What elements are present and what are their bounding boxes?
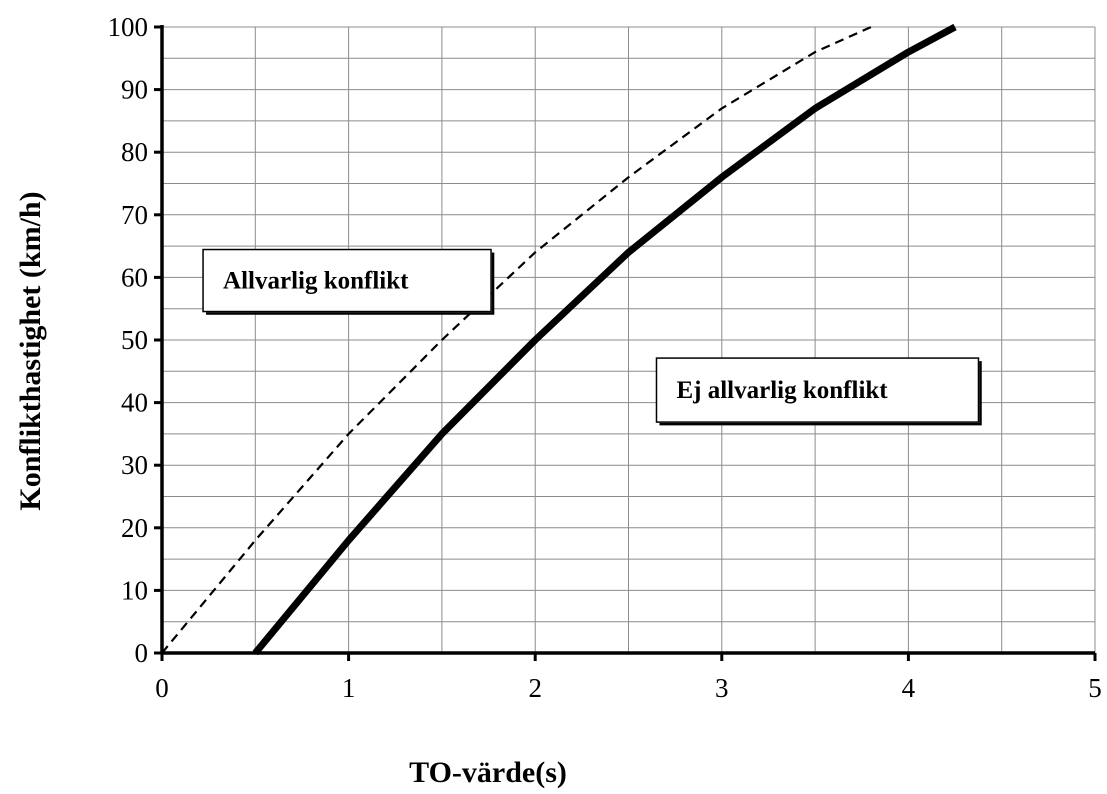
annotation-box	[655, 357, 980, 423]
series-line-solid	[252, 23, 957, 656]
y-tick-label: 60	[121, 262, 148, 292]
x-tick-label: 1	[342, 673, 356, 703]
annotation-label: Allvarlig konflikt	[223, 268, 409, 295]
grid	[162, 26, 1096, 653]
y-axis-title: Konflikthastighet (km/h)	[14, 191, 47, 510]
y-tick-label: 70	[121, 200, 148, 230]
y-tick-label: 80	[121, 137, 148, 167]
annotation-label: Ej allvarlig konflikt	[676, 377, 888, 404]
y-tick-label: 90	[121, 75, 148, 105]
y-tick-label: 30	[121, 450, 148, 480]
axes	[154, 25, 1097, 661]
y-tick-label: 0	[135, 638, 149, 668]
y-tick-label: 10	[121, 575, 148, 605]
x-tick-label: 3	[715, 673, 729, 703]
x-tick-label: 0	[155, 673, 169, 703]
series-layer	[161, 23, 957, 656]
x-tick-label: 5	[1088, 673, 1102, 703]
y-tick-label: 40	[121, 388, 148, 418]
y-tick-label: 100	[108, 12, 149, 42]
y-tick-label: 20	[121, 513, 148, 543]
y-tick-label: 50	[121, 325, 148, 355]
tick-labels: 0 10 20 30 40 50 60 70 80 90 100 0 1 2 3 4 5	[108, 12, 1102, 703]
annotations: Allvarlig konflikt Ej allvarlig konflikt	[202, 248, 982, 426]
x-tick-label: 2	[528, 673, 542, 703]
series-line-dashed	[161, 25, 872, 654]
x-axis-title: TO-värde(s)	[409, 756, 567, 789]
annotation-box	[202, 248, 492, 313]
x-tick-label: 4	[902, 673, 916, 703]
